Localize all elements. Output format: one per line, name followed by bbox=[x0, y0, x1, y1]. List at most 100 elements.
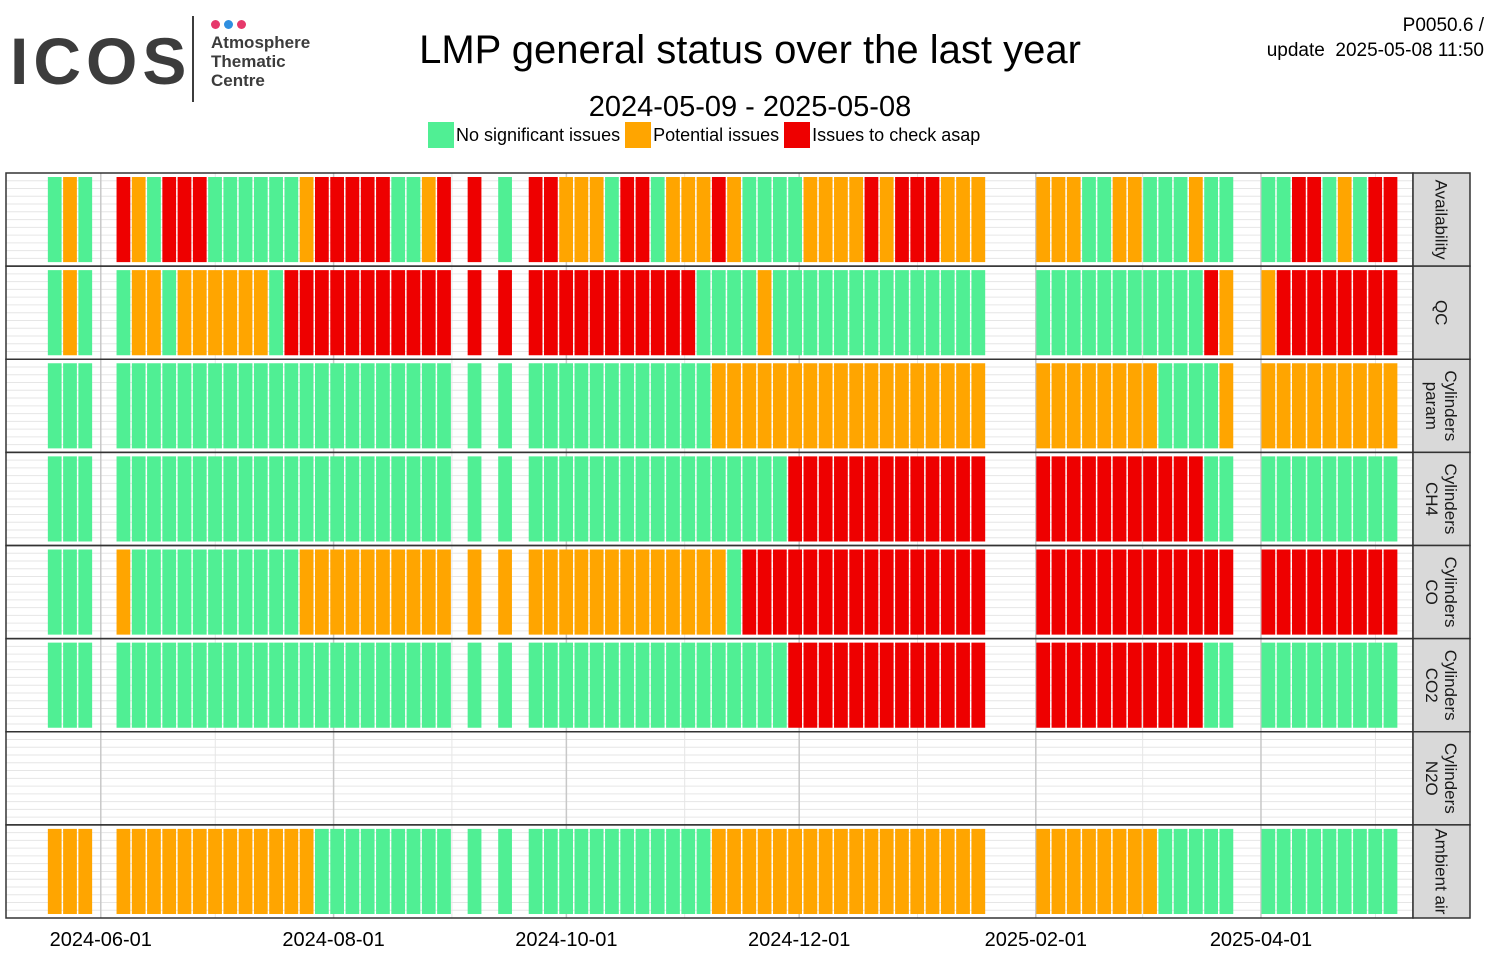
status-tile bbox=[330, 270, 345, 356]
status-tile bbox=[711, 456, 726, 542]
status-tile bbox=[467, 642, 482, 728]
status-tile bbox=[1036, 456, 1051, 542]
logo-line-2: Thematic bbox=[211, 52, 286, 71]
status-tile bbox=[1204, 549, 1218, 635]
status-tile bbox=[666, 828, 680, 914]
status-tile bbox=[253, 177, 268, 263]
status-tile bbox=[177, 642, 192, 728]
status-tile bbox=[192, 642, 207, 728]
status-tile bbox=[559, 177, 574, 263]
status-tile bbox=[284, 549, 299, 635]
logo-dot-pink bbox=[211, 20, 220, 29]
status-tile bbox=[681, 456, 696, 542]
status-tile bbox=[391, 363, 406, 449]
status-tile bbox=[589, 642, 604, 728]
status-tile bbox=[421, 642, 436, 728]
status-tile bbox=[1292, 828, 1306, 914]
status-tile bbox=[47, 549, 62, 635]
facet-strip-label: CylindersCO bbox=[1422, 557, 1460, 628]
status-tile bbox=[666, 549, 680, 635]
status-tile bbox=[253, 456, 268, 542]
status-tile bbox=[253, 642, 268, 728]
status-tile bbox=[1173, 177, 1188, 263]
status-tile bbox=[971, 828, 986, 914]
status-tile bbox=[925, 177, 940, 263]
status-tile bbox=[1219, 363, 1234, 449]
status-tile bbox=[772, 549, 787, 635]
status-tile bbox=[849, 177, 864, 263]
status-tile bbox=[498, 363, 512, 449]
status-tile bbox=[1173, 456, 1188, 542]
status-tile bbox=[391, 642, 406, 728]
status-tile bbox=[1127, 270, 1142, 356]
status-tile bbox=[421, 363, 436, 449]
status-tile bbox=[47, 642, 62, 728]
status-tile bbox=[314, 363, 329, 449]
status-tile bbox=[1307, 642, 1322, 728]
status-tile bbox=[1322, 828, 1337, 914]
status-tile bbox=[162, 828, 177, 914]
status-tile bbox=[895, 828, 909, 914]
status-tile bbox=[1322, 456, 1337, 542]
status-tile bbox=[47, 456, 62, 542]
status-tile bbox=[1051, 456, 1066, 542]
status-tile bbox=[177, 549, 192, 635]
status-tile bbox=[1368, 549, 1383, 635]
status-tile bbox=[1292, 642, 1306, 728]
status-tile bbox=[223, 828, 238, 914]
status-tile bbox=[1219, 270, 1234, 356]
legend-label-green: No significant issues bbox=[456, 124, 621, 145]
status-tile bbox=[1337, 549, 1352, 635]
status-tile bbox=[1097, 549, 1112, 635]
status-tile bbox=[1219, 549, 1234, 635]
status-tile bbox=[1276, 270, 1291, 356]
status-tile bbox=[818, 363, 833, 449]
facet-strip-label-line: Cylinders bbox=[1441, 650, 1460, 721]
status-tile bbox=[1383, 828, 1398, 914]
legend: No significant issues Potential issues I… bbox=[428, 121, 985, 149]
status-tile bbox=[1188, 177, 1203, 263]
status-tile bbox=[711, 363, 726, 449]
status-tile bbox=[864, 363, 879, 449]
status-tile bbox=[1158, 828, 1173, 914]
status-tile bbox=[1368, 270, 1383, 356]
x-tick-label: 2024-12-01 bbox=[748, 929, 850, 951]
status-tile bbox=[1276, 363, 1291, 449]
status-tile bbox=[1051, 549, 1066, 635]
status-tile bbox=[1322, 177, 1337, 263]
status-tile bbox=[1188, 642, 1203, 728]
status-tile bbox=[742, 642, 757, 728]
status-tile bbox=[971, 177, 986, 263]
status-tile bbox=[147, 177, 161, 263]
status-tile bbox=[1082, 270, 1096, 356]
status-tile bbox=[1097, 828, 1112, 914]
status-tile bbox=[864, 642, 879, 728]
status-tile bbox=[925, 270, 940, 356]
status-tile bbox=[1066, 549, 1081, 635]
status-tile bbox=[528, 642, 543, 728]
status-tile bbox=[1353, 177, 1367, 263]
status-tile bbox=[192, 828, 207, 914]
status-tile bbox=[360, 642, 375, 728]
status-tile bbox=[803, 456, 818, 542]
status-tile bbox=[192, 177, 207, 263]
status-tile bbox=[788, 363, 803, 449]
status-tile bbox=[147, 270, 161, 356]
status-tile bbox=[895, 549, 909, 635]
status-tile bbox=[1383, 549, 1398, 635]
status-tile bbox=[574, 270, 589, 356]
status-tile bbox=[1204, 456, 1218, 542]
status-tile bbox=[1322, 642, 1337, 728]
status-tile bbox=[1261, 456, 1276, 542]
status-tile bbox=[910, 456, 925, 542]
status-tile bbox=[1322, 270, 1337, 356]
status-tile bbox=[391, 549, 406, 635]
status-tile bbox=[1158, 456, 1173, 542]
facet-strip-label-line: CO bbox=[1422, 579, 1441, 605]
status-tile bbox=[772, 363, 787, 449]
status-tile bbox=[1337, 828, 1352, 914]
status-tile bbox=[1051, 363, 1066, 449]
status-tile bbox=[543, 828, 558, 914]
status-tile bbox=[940, 642, 955, 728]
status-tile bbox=[1112, 828, 1127, 914]
